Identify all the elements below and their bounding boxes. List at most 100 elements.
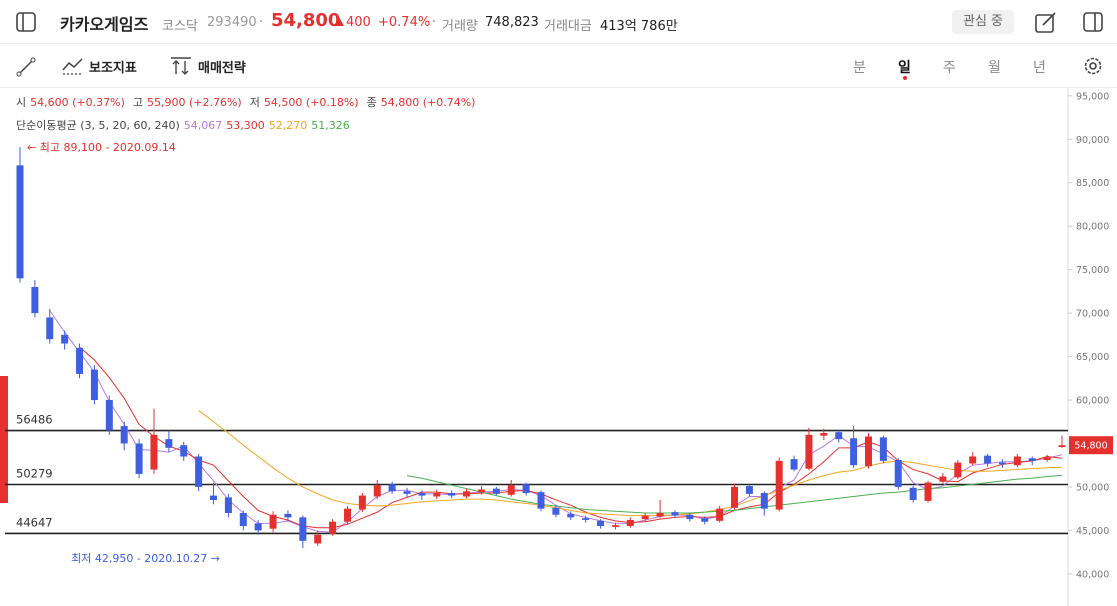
candle-body bbox=[954, 462, 962, 478]
y-tick-label: 50,000 bbox=[1076, 482, 1109, 493]
ohlc-label: 저 bbox=[249, 96, 260, 109]
candle-body bbox=[46, 317, 54, 340]
y-tick-label: 85,000 bbox=[1076, 178, 1109, 189]
strategy-button[interactable]: 매매전략 bbox=[198, 61, 246, 76]
candle-body bbox=[760, 493, 768, 509]
range-bar bbox=[0, 376, 8, 503]
indicators-button[interactable]: 보조지표 bbox=[89, 61, 137, 76]
y-tick-label: 95,000 bbox=[1076, 91, 1109, 102]
candle-body bbox=[820, 433, 828, 436]
candle-body bbox=[239, 513, 247, 527]
candle-body bbox=[195, 456, 203, 487]
y-tick-label: 70,000 bbox=[1076, 309, 1109, 320]
ma-value: 51,326 bbox=[311, 119, 350, 132]
candle-body bbox=[388, 484, 396, 492]
candle-body bbox=[105, 400, 113, 431]
candle-body bbox=[90, 369, 98, 401]
chart: 40,00045,00050,00055,00060,00065,00070,0… bbox=[0, 88, 1113, 606]
up-arrow bbox=[335, 18, 344, 26]
candle-body bbox=[909, 487, 917, 500]
candle-body bbox=[76, 347, 84, 374]
candle-body bbox=[61, 334, 69, 344]
ma-value: 52,270 bbox=[268, 119, 308, 132]
volume-label: 거래량 bbox=[442, 19, 478, 34]
high-note: ← 최고 89,100 - 2020.09.14 bbox=[27, 141, 176, 154]
change: 400 bbox=[346, 15, 371, 30]
edit-button[interactable] bbox=[1035, 12, 1057, 34]
candle-body bbox=[522, 484, 530, 494]
settings-button[interactable] bbox=[1082, 55, 1104, 77]
candle-body bbox=[269, 514, 277, 529]
candle-body bbox=[507, 485, 515, 495]
candle-body bbox=[731, 486, 739, 508]
candle-body bbox=[835, 432, 843, 440]
candle-body bbox=[686, 514, 694, 520]
sidebar-toggle[interactable] bbox=[16, 12, 36, 32]
candle-body bbox=[433, 493, 441, 497]
candle-body bbox=[1028, 458, 1036, 461]
ma-line bbox=[406, 474, 1063, 514]
period-tab[interactable]: 년 bbox=[1033, 60, 1046, 76]
level-label: 44647 bbox=[16, 515, 53, 529]
stock-name: 카카오게임즈 bbox=[60, 15, 149, 34]
candle-body bbox=[492, 488, 500, 494]
candle-body bbox=[567, 513, 575, 518]
ma-value: 53,300 bbox=[226, 119, 265, 132]
candle-body bbox=[745, 486, 753, 494]
change-pct: +0.74% bbox=[378, 15, 431, 30]
y-tick-label: 45,000 bbox=[1076, 526, 1109, 537]
market: 코스닥 bbox=[162, 19, 198, 34]
candle-body bbox=[1043, 457, 1051, 460]
header: 카카오게임즈 코스닥 293490 · 54,800 400 +0.74% · … bbox=[0, 0, 1117, 44]
ohlc-label: 시 bbox=[16, 96, 27, 109]
candle-body bbox=[403, 491, 411, 494]
indicator-icon[interactable] bbox=[62, 57, 84, 75]
y-tick-label: 80,000 bbox=[1076, 222, 1109, 233]
candle-body bbox=[641, 515, 649, 520]
candle-body bbox=[552, 507, 560, 515]
candle-body bbox=[358, 495, 366, 510]
candle-body bbox=[314, 534, 322, 544]
candle-body bbox=[1013, 456, 1021, 466]
price: 54,800 bbox=[271, 10, 341, 31]
candle-body bbox=[418, 493, 426, 496]
y-tick-label: 40,000 bbox=[1076, 569, 1109, 580]
candle-body bbox=[582, 518, 590, 520]
candle-body bbox=[180, 445, 188, 457]
ma-line bbox=[198, 410, 1063, 517]
y-tick-label: 60,000 bbox=[1076, 396, 1109, 407]
ohlc-label: 고 bbox=[132, 96, 143, 109]
volume: 748,823 bbox=[485, 15, 539, 30]
candle-body bbox=[626, 519, 634, 527]
watch-button[interactable]: 관심 중 bbox=[952, 10, 1014, 34]
candle-body bbox=[165, 439, 173, 448]
candle-body bbox=[329, 521, 337, 534]
candle-body bbox=[939, 476, 947, 482]
panel-toggle[interactable] bbox=[1083, 12, 1103, 32]
period-tab[interactable]: 일 bbox=[898, 60, 911, 76]
period-tab[interactable]: 월 bbox=[988, 60, 1001, 76]
ohlc-legend: 시 54,600 (+0.37%) 고 55,900 (+2.76%) 저 54,500 … bbox=[16, 94, 483, 110]
candle-body bbox=[463, 491, 471, 497]
level-label: 50279 bbox=[16, 467, 53, 481]
toolbar: 보조지표 매매전략 분 일 주 월 년 bbox=[0, 44, 1117, 88]
separator: · bbox=[259, 15, 264, 30]
candle-body bbox=[477, 489, 485, 493]
candle-body bbox=[850, 438, 858, 466]
candle-body bbox=[790, 459, 798, 470]
candle-body bbox=[210, 495, 218, 500]
candle-body bbox=[224, 497, 232, 514]
ma-title: 단순이동평균 (3, 5, 20, 60, 240) bbox=[16, 119, 180, 132]
candle-body bbox=[701, 518, 709, 522]
active-dot bbox=[903, 76, 907, 80]
period-tab[interactable]: 분 bbox=[853, 60, 866, 76]
candle-body bbox=[984, 455, 992, 464]
candle-body bbox=[537, 492, 545, 509]
strategy-icon[interactable] bbox=[170, 57, 192, 75]
candle-body bbox=[775, 460, 783, 510]
period-tab[interactable]: 주 bbox=[943, 60, 956, 76]
low-note: 최저 42,950 - 2020.10.27 → bbox=[71, 552, 220, 565]
draw-tool[interactable] bbox=[16, 57, 36, 77]
candle-body bbox=[254, 523, 262, 531]
candle-body bbox=[879, 437, 887, 461]
